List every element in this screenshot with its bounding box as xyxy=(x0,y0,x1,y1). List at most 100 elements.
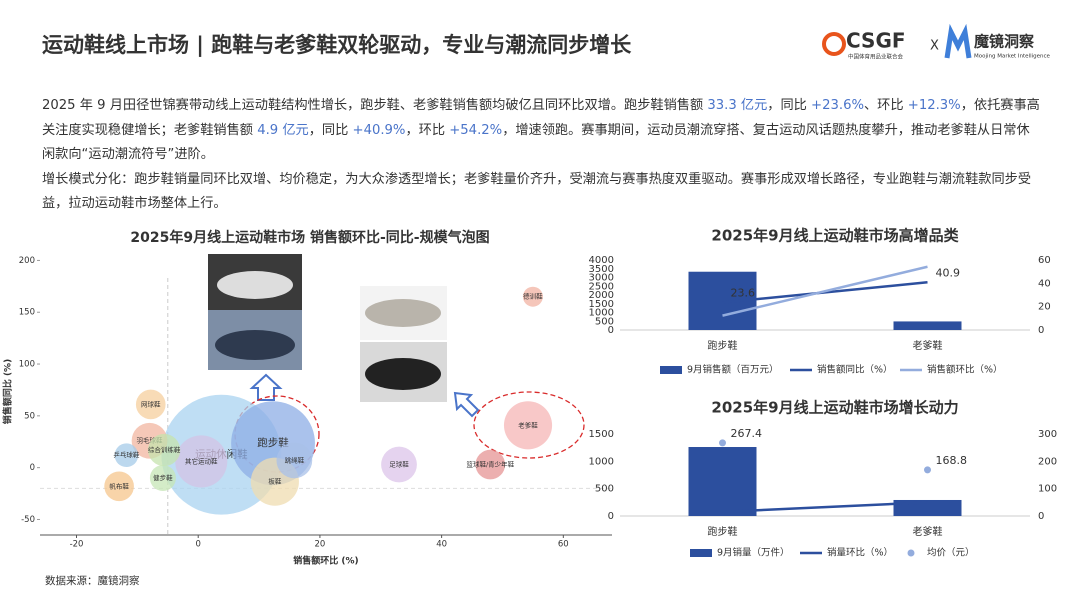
y-tick-label: 2000 xyxy=(589,290,614,301)
page-title: 运动鞋线上市场 | 跑鞋与老爹鞋双轮驱动，专业与潮流同步增长 xyxy=(42,33,632,58)
chart-title: 2025年9月线上运动鞋市场 销售额环比-同比-规模气泡图 xyxy=(130,229,489,246)
x-tick-label: 40 xyxy=(436,540,447,550)
x-tick-label: 跑步鞋 xyxy=(708,525,738,538)
bar xyxy=(893,321,962,330)
value-label: 23.6 xyxy=(731,286,756,299)
text: ，依托赛事高关注度实现稳健增长；老爹鞋销售额 xyxy=(42,98,1040,138)
bubble-label: 跳绳鞋 xyxy=(285,455,305,464)
x-tick-label: 老爹鞋 xyxy=(913,525,943,538)
legend-label: 销售额同比（%） xyxy=(817,364,893,376)
highlight: 33.3 亿元 xyxy=(707,98,768,113)
bubble-label: 乒乓球鞋 xyxy=(113,450,140,459)
logo-icon xyxy=(822,32,846,56)
highlight: +54.2% xyxy=(449,122,503,138)
legend-swatch xyxy=(690,549,712,557)
text: ，环比 xyxy=(405,122,450,138)
y2-tick-label: 40 xyxy=(1038,278,1051,289)
value-label: 168.8 xyxy=(936,454,968,467)
text: ，同比 xyxy=(308,122,353,138)
bubble xyxy=(175,435,228,488)
shoe-shape xyxy=(365,299,441,327)
y-tick-label: 1000 xyxy=(589,456,614,467)
legend-label: 销量环比（%） xyxy=(827,547,893,559)
y-tick-label: 50 xyxy=(24,411,35,421)
bubble xyxy=(114,443,139,468)
y-tick-label: 4000 xyxy=(589,255,614,266)
bubble-label: 足球鞋 xyxy=(389,460,409,469)
y-tick-label: 0 xyxy=(30,463,35,473)
y-tick-label: 0 xyxy=(608,325,614,336)
bubble-label: 德训鞋 xyxy=(523,292,543,301)
y-tick-label: 500 xyxy=(595,484,614,495)
bubble-label: 帆布鞋 xyxy=(109,481,129,490)
y-tick-label: 150 xyxy=(19,308,35,318)
y2-tick-label: 100 xyxy=(1038,484,1057,495)
bubble xyxy=(135,389,166,420)
arrow xyxy=(249,373,283,401)
y-tick-label: 2500 xyxy=(589,281,614,292)
highlight: +23.6% xyxy=(811,98,864,113)
bubble-label: 羽毛球鞋 xyxy=(137,436,164,445)
source: 数据来源：魔镜洞察 xyxy=(45,574,140,587)
bubble-label: 健步鞋 xyxy=(153,473,173,482)
bubble-label: 老爹鞋 xyxy=(518,420,538,429)
bubble xyxy=(148,433,181,467)
chart-title: 2025年9月线上运动鞋市场增长动力 xyxy=(711,399,958,417)
y-tick-label: 500 xyxy=(595,316,614,327)
text: ，增速领跑。赛事期间，运动员潮流穿搭、复古运动风话题热度攀升，推动老爹鞋从日常休… xyxy=(42,122,1030,163)
y-tick-label: 1000 xyxy=(589,308,614,319)
y-tick-label: 0 xyxy=(608,511,614,522)
brand-sub: Moojing Market Intelligence xyxy=(974,54,1051,60)
y2-tick-label: 20 xyxy=(1038,302,1051,313)
bubble-label: 其它运动鞋 xyxy=(185,456,218,465)
bubble-label: 篮球鞋/青少年鞋 xyxy=(466,460,514,469)
y2-tick-label: 0 xyxy=(1038,511,1044,522)
legend-label: 均价（元） xyxy=(927,547,975,559)
legend-label: 9月销售额（百万元） xyxy=(687,364,779,376)
summary: 2025 年 9 月田径世锦赛带动线上运动鞋结构性增长，跑步鞋、老爹鞋销售额均破… xyxy=(42,94,1040,217)
bubble-label: 综合训练鞋 xyxy=(148,445,181,454)
brand-icon xyxy=(944,23,972,59)
text: ，同比 xyxy=(767,98,812,113)
legend-label: 销售额环比（%） xyxy=(927,364,1003,376)
y2-tick-label: 60 xyxy=(1038,255,1051,266)
x-axis-label: 销售额环比 (%) xyxy=(293,555,358,567)
bubble xyxy=(522,286,543,307)
y-tick-label: 1500 xyxy=(589,299,614,310)
value-label: 267.4 xyxy=(731,427,763,440)
y-tick-label: 100 xyxy=(19,360,35,370)
x-tick-label: 0 xyxy=(196,540,201,550)
y2-tick-label: 0 xyxy=(1038,325,1044,336)
bubble xyxy=(503,401,553,450)
y-tick-label: -50 xyxy=(21,515,35,525)
bubble-label: 跑步鞋 xyxy=(257,436,289,449)
highlight: +12.3% xyxy=(907,98,961,113)
y-tick-label: 3500 xyxy=(589,264,614,275)
highlight: 4.9 亿元 xyxy=(257,122,309,138)
x-tick-label: 老爹鞋 xyxy=(913,339,943,352)
photos xyxy=(208,254,585,473)
logos: CSGF 中国体育用品业联合会 X 魔镜洞察 Moojing Market In… xyxy=(822,23,1051,61)
bubble xyxy=(104,471,134,502)
bubble xyxy=(149,464,176,492)
line xyxy=(722,265,928,317)
x-tick-label: 60 xyxy=(558,540,569,550)
logo-separator: X xyxy=(930,39,939,54)
text: 2025 年 9 月田径世锦赛带动线上运动鞋结构性增长，跑步鞋、老爹鞋销售额均破… xyxy=(42,98,708,113)
bubble-label: 网球鞋 xyxy=(141,399,161,408)
legend-swatch xyxy=(660,366,682,374)
bubble xyxy=(381,446,417,483)
line xyxy=(722,501,928,514)
x-tick-label: -20 xyxy=(70,540,84,550)
bubble-label: 板鞋 xyxy=(268,477,282,486)
logo-sub: 中国体育用品业联合会 xyxy=(848,53,904,61)
paragraph: 增长模式分化：跑步鞋销量同环比双增、均价稳定，为大众渗透型增长；老爹鞋量价齐升，… xyxy=(42,168,1040,217)
arrow xyxy=(453,391,480,418)
shoe-shape xyxy=(217,271,293,299)
bubble xyxy=(475,449,506,480)
value-label: 40.9 xyxy=(936,266,961,279)
text: 增长模式分化：跑步鞋销量同环比双增、均价稳定，为大众渗透型增长；老爹鞋量价齐升，… xyxy=(42,171,1032,212)
y-axis-label: 销售额同比 (%) xyxy=(2,359,14,424)
x-tick-label: 跑步鞋 xyxy=(708,339,738,352)
